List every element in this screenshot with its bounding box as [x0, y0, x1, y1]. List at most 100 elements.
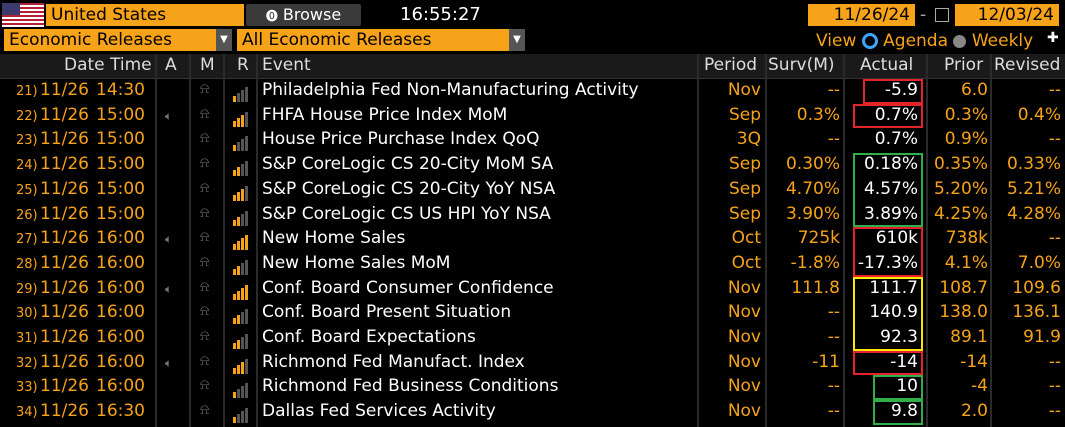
bell-icon[interactable]: ⍾	[200, 328, 210, 344]
table-row[interactable]: 26) 11/26 15:00 ⍾ S&P CoreLogic CS US HPI Yo…	[0, 203, 1065, 228]
revised-value: 91.9	[1023, 327, 1061, 347]
col-divider	[843, 54, 845, 427]
weekly-label[interactable]: Weekly	[971, 31, 1034, 51]
table-row[interactable]: 21) 11/26 14:30 ⍾ Philadelphia Fed Non-Manuf…	[0, 79, 1065, 104]
speaker-icon[interactable]: 🔈︎	[165, 355, 173, 370]
revised-value: --	[1048, 129, 1061, 150]
period: Nov	[727, 80, 761, 100]
agenda-radio[interactable]	[861, 33, 878, 49]
table-row[interactable]: 24) 11/26 15:00 ⍾ S&P CoreLogic CS 20-City M…	[0, 153, 1065, 178]
period: Sep	[728, 203, 761, 224]
event-name[interactable]: Richmond Fed Business Conditions	[262, 376, 559, 397]
event-name[interactable]: Conf. Board Consumer Confidence	[262, 277, 554, 298]
row-number[interactable]: 30)	[16, 306, 38, 322]
end-date-field[interactable]: 12/03/24	[955, 4, 1059, 26]
row-number[interactable]: 31)	[16, 331, 38, 346]
bell-icon[interactable]: ⍾	[200, 303, 210, 320]
event-name[interactable]: New Home Sales	[262, 228, 406, 249]
table-row[interactable]: 27) 11/26 16:00 🔈︎ ⍾ New Home Sales Oct 725k 610…	[0, 227, 1065, 252]
start-date-field[interactable]: 11/26/24	[808, 4, 915, 26]
bell-icon[interactable]: ⍾	[200, 402, 210, 419]
browse-button[interactable]: ⓿ Browse	[246, 4, 361, 26]
table-row[interactable]: 31) 11/26 16:00 ⍾ Conf. Board Expectations No…	[0, 326, 1065, 351]
calendar-icon[interactable]	[935, 8, 949, 22]
bell-icon[interactable]: ⍾	[200, 81, 210, 97]
event-name[interactable]: S&P CoreLogic CS 20-City YoY NSA	[262, 178, 556, 199]
weekly-radio[interactable]	[953, 34, 967, 48]
col-datetime[interactable]: Date Time	[64, 55, 152, 75]
row-number[interactable]: 22)	[16, 108, 38, 124]
speaker-icon[interactable]: 🔈︎	[165, 281, 173, 296]
table-row[interactable]: 28) 11/26 16:00 ⍾ New Home Sales MoM Oct -1.8%…	[0, 252, 1065, 277]
actual-value: 4.57%	[863, 178, 918, 199]
row-number[interactable]: 23)	[16, 133, 38, 149]
table-row[interactable]: 25) 11/26 15:00 ⍾ S&P CoreLogic CS 20-City Y…	[0, 178, 1065, 203]
agenda-label[interactable]: Agenda	[883, 31, 949, 51]
speaker-icon[interactable]: 🔈︎	[165, 232, 173, 247]
table-row[interactable]: 23) 11/26 15:00 ⍾ House Price Purchase Index…	[0, 128, 1065, 153]
table-row[interactable]: 29) 11/26 16:00 🔈︎ ⍾ Conf. Board Consumer Con…	[0, 277, 1065, 302]
bell-icon[interactable]: ⍾	[200, 253, 210, 270]
col-event[interactable]: Event	[262, 55, 311, 75]
revised-value: --	[1048, 351, 1061, 372]
bell-icon[interactable]: ⍾	[200, 155, 210, 172]
event-name[interactable]: Philadelphia Fed Non-Manufacturing Activ…	[262, 80, 639, 100]
col-r[interactable]: R	[237, 55, 249, 75]
col-prior[interactable]: Prior	[944, 55, 984, 75]
relevance-bars-icon	[233, 131, 249, 152]
col-revised[interactable]: Revised	[994, 55, 1061, 75]
period: Nov	[727, 327, 761, 347]
relevance-bars-icon	[233, 181, 249, 201]
table-row[interactable]: 32) 11/26 16:00 🔈︎ ⍾ Richmond Fed Manufact. I…	[0, 351, 1065, 376]
event-name[interactable]: FHFA House Price Index MoM	[262, 104, 508, 125]
filter-dropdown[interactable]: All Economic Releases ▼	[237, 29, 525, 51]
settings-icon[interactable]: ✚	[1047, 30, 1059, 46]
table-row[interactable]: 22) 11/26 15:00 🔈︎ ⍾ FHFA House Price Index M…	[0, 104, 1065, 129]
event-name[interactable]: Richmond Fed Manufact. Index	[262, 351, 525, 372]
event-name[interactable]: New Home Sales MoM	[262, 252, 451, 273]
category-label: Economic Releases	[9, 30, 172, 50]
bell-icon[interactable]: ⍾	[200, 130, 210, 147]
col-a[interactable]: A	[165, 55, 177, 75]
event-name[interactable]: S&P CoreLogic CS 20-City MoM SA	[262, 154, 554, 175]
prior-value: 0.3%	[944, 104, 988, 125]
table-row[interactable]: 33) 11/26 16:00 ⍾ Richmond Fed Business Cond…	[0, 375, 1065, 400]
highlight-box-green	[873, 375, 923, 401]
bell-icon[interactable]: ⍾	[200, 229, 210, 246]
relevance-bars-icon	[233, 354, 249, 374]
prior-value: 5.20%	[933, 178, 988, 199]
table-row[interactable]: 34) 11/26 16:30 ⍾ Dallas Fed Services Activi…	[0, 400, 1065, 425]
row-number[interactable]: 33)	[16, 380, 38, 396]
event-name[interactable]: S&P CoreLogic CS US HPI YoY NSA	[262, 203, 551, 224]
bell-icon[interactable]: ⍾	[200, 278, 210, 295]
row-number[interactable]: 25)	[16, 182, 38, 198]
survey-value: --	[827, 129, 840, 150]
event-name[interactable]: House Price Purchase Index QoQ	[262, 129, 540, 150]
bell-icon[interactable]: ⍾	[200, 179, 210, 196]
row-number[interactable]: 29)	[16, 281, 38, 297]
bell-icon[interactable]: ⍾	[200, 377, 210, 394]
bell-icon[interactable]: ⍾	[200, 105, 210, 122]
table-row[interactable]: 30) 11/26 16:00 ⍾ Conf. Board Present Situat…	[0, 301, 1065, 326]
bell-icon[interactable]: ⍾	[200, 204, 210, 221]
row-number[interactable]: 27)	[16, 232, 38, 248]
bell-icon[interactable]: ⍾	[200, 352, 210, 369]
row-number[interactable]: 24)	[16, 158, 38, 174]
row-number[interactable]: 32)	[16, 355, 38, 371]
speaker-icon[interactable]: 🔈︎	[165, 108, 173, 123]
event-name[interactable]: Conf. Board Present Situation	[262, 302, 512, 323]
col-actual[interactable]: Actual	[860, 55, 914, 75]
event-name[interactable]: Dallas Fed Services Activity	[262, 401, 496, 422]
col-m[interactable]: M	[200, 55, 215, 75]
col-survey[interactable]: Surv(M)	[768, 55, 835, 75]
release-time: 15:00	[96, 178, 145, 199]
category-dropdown[interactable]: Economic Releases ▼	[4, 29, 232, 51]
row-number[interactable]: 21)	[16, 84, 38, 99]
row-number[interactable]: 34)	[16, 405, 38, 421]
col-period[interactable]: Period	[704, 55, 758, 75]
country-field[interactable]: United States	[46, 4, 244, 26]
event-name[interactable]: Conf. Board Expectations	[262, 327, 476, 347]
row-number[interactable]: 26)	[16, 207, 38, 223]
actual-value: 10	[896, 376, 918, 397]
row-number[interactable]: 28)	[16, 256, 38, 272]
